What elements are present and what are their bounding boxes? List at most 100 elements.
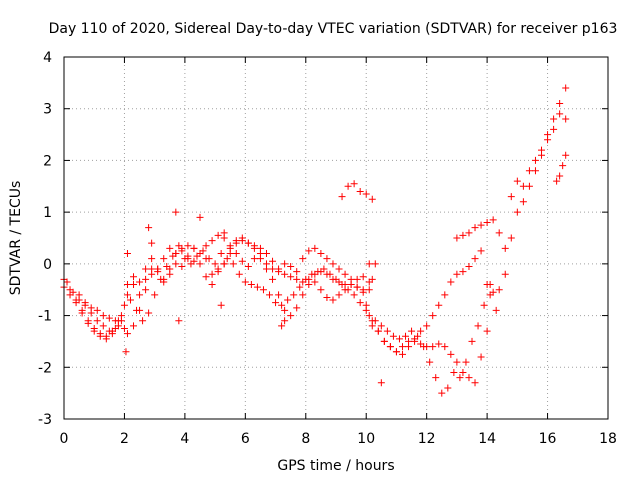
plus-marker [154,265,162,273]
x-tick-label: 16 [539,431,557,447]
plus-marker [272,299,280,307]
plus-marker [278,301,286,309]
plus-marker [208,281,216,289]
plus-marker [398,343,406,351]
x-tick-label: 0 [60,431,69,447]
plus-marker [142,265,150,273]
plus-marker [338,281,346,289]
plus-marker [229,260,237,268]
y-tick-label: 4 [43,50,52,66]
plus-marker [562,115,570,123]
plus-marker [96,332,104,340]
plus-marker [380,337,388,345]
plus-marker [480,301,488,309]
plus-marker [462,358,470,366]
plus-marker [471,255,479,263]
plus-marker [151,291,159,299]
plus-marker [441,343,449,351]
plus-marker [405,343,413,351]
plus-marker [211,260,219,268]
plus-marker [130,322,138,330]
plus-marker [205,255,213,263]
plus-marker [202,273,210,281]
plus-marker [241,278,249,286]
y-tick-label: 1 [43,205,52,221]
plus-marker [531,156,539,164]
plus-marker [93,306,101,314]
plus-marker [287,273,295,281]
plus-marker [281,306,289,314]
plus-marker [501,270,509,278]
plus-marker [275,268,283,276]
plus-marker [326,270,334,278]
plus-marker [217,301,225,309]
plus-marker [468,337,476,345]
plus-marker [102,335,110,343]
plus-marker [214,231,222,239]
y-tick-label: 0 [43,257,52,273]
plus-marker [63,278,71,286]
plus-marker [456,374,464,382]
plus-marker [172,208,180,216]
plus-marker [341,286,349,294]
plus-marker [317,250,325,258]
plus-marker [519,182,527,190]
plus-marker [247,281,255,289]
plus-marker [329,296,337,304]
plus-marker [281,317,289,325]
series-track-b [60,242,370,343]
plus-marker [281,260,289,268]
plus-marker [196,250,204,258]
plus-marker [226,242,234,250]
plus-marker [420,343,428,351]
plus-marker [208,237,216,245]
plus-marker [235,270,243,278]
plus-marker [123,291,131,299]
plus-marker [262,250,270,258]
plus-marker [486,291,494,299]
plus-marker [335,291,343,299]
plus-marker [408,327,416,335]
plus-marker [429,312,437,320]
plus-marker [402,332,410,340]
plus-marker [556,110,564,118]
plus-marker [123,250,131,258]
plus-marker [377,379,385,387]
plus-marker [338,193,346,201]
plus-marker [362,306,370,314]
plus-marker [130,273,138,281]
plus-marker [126,296,134,304]
series-track-h [338,180,376,203]
plus-marker [423,322,431,330]
plus-marker [117,312,125,320]
plus-marker [359,288,367,296]
plus-marker [184,242,192,250]
plus-marker [99,322,107,330]
x-tick-labels: 0 2 4 6 8 10 12 14 16 18 [60,431,617,447]
axis-ticks [63,56,609,420]
plus-marker [556,172,564,180]
plus-marker [353,275,361,283]
plus-marker [341,270,349,278]
plus-marker [275,291,283,299]
plus-marker [145,224,153,232]
plus-marker [477,221,485,229]
plus-marker [371,260,379,268]
plus-marker [489,216,497,224]
series-track-f [365,281,494,397]
plus-marker [293,268,301,276]
plus-marker [148,255,156,263]
plus-marker [553,177,561,185]
x-tick-label: 8 [301,431,310,447]
plus-marker [495,286,503,294]
plus-marker [178,262,186,270]
y-axis-label: SDTVAR / TECUs [8,181,24,296]
plus-marker [287,312,295,320]
plus-marker [368,195,376,203]
plus-marker [368,275,376,283]
plus-marker [278,322,286,330]
plus-marker [441,291,449,299]
plus-marker [296,283,304,291]
plus-marker [308,270,316,278]
